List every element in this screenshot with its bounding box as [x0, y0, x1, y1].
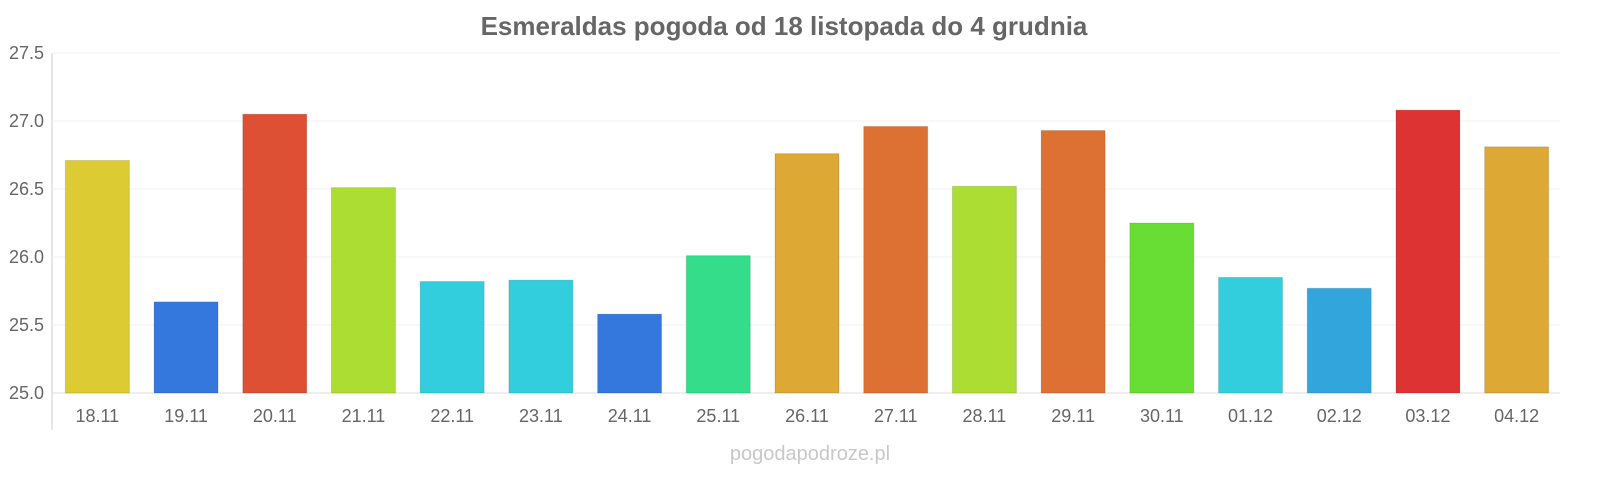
chart-title: Esmeraldas pogoda od 18 listopada do 4 g…: [481, 11, 1088, 41]
bar-01.12: [1218, 276, 1284, 394]
y-tick-label: 25.0: [9, 383, 44, 403]
bar-19.11: [153, 301, 219, 394]
bar-18.11: [64, 159, 130, 394]
y-tick-label: 26.0: [9, 247, 44, 267]
bar-28.11: [951, 185, 1017, 394]
bar-03.12: [1395, 109, 1461, 394]
x-tick-label: 25.11: [696, 406, 740, 426]
bar-20.11: [242, 113, 308, 394]
x-tick-label: 20.11: [253, 406, 297, 426]
x-tick-label: 27.11: [874, 406, 918, 426]
bar-26.11: [774, 153, 840, 394]
x-tick-label: 01.12: [1228, 406, 1273, 426]
bar-22.11: [419, 280, 485, 394]
x-tick-label: 28.11: [963, 406, 1007, 426]
bar-04.12: [1484, 146, 1550, 394]
watermark: pogodapodroze.pl: [730, 443, 890, 465]
x-tick-label: 03.12: [1405, 406, 1450, 426]
x-tick-label: 29.11: [1051, 406, 1095, 426]
x-tick-label: 18.11: [75, 406, 119, 426]
x-tick-label: 21.11: [342, 406, 386, 426]
bar-02.12: [1306, 287, 1372, 394]
bar-21.11: [330, 187, 396, 394]
bar-25.11: [685, 255, 751, 394]
x-tick-label: 02.12: [1317, 406, 1362, 426]
y-tick-label: 27.5: [9, 43, 44, 63]
y-tick-label: 27.0: [9, 111, 44, 131]
bar-24.11: [597, 313, 663, 394]
y-tick-label: 25.5: [9, 315, 44, 335]
x-tick-label: 24.11: [608, 406, 652, 426]
bar-29.11: [1040, 130, 1106, 394]
x-tick-label: 26.11: [785, 406, 829, 426]
bar-30.11: [1129, 222, 1195, 394]
x-tick-label: 19.11: [164, 406, 208, 426]
bar-27.11: [863, 125, 929, 394]
x-tick-label: 22.11: [430, 406, 474, 426]
bar-23.11: [508, 279, 574, 394]
x-tick-label: 23.11: [519, 406, 563, 426]
x-tick-label: 30.11: [1140, 406, 1184, 426]
y-tick-label: 26.5: [9, 179, 44, 199]
x-tick-label: 04.12: [1494, 406, 1539, 426]
